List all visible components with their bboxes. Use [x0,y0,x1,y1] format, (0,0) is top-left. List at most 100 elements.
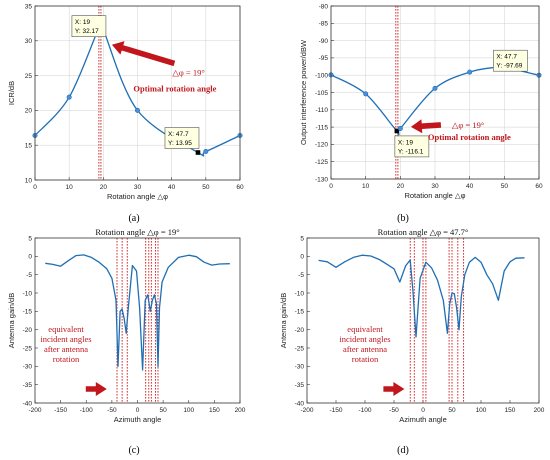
y-tick-label: -125 [315,159,328,166]
y-tick-label: 5 [28,235,32,242]
x-axis-label: Rotation angle △φ [107,192,168,201]
caption-b: (b) [397,213,409,224]
x-tick-label: 40 [466,183,474,190]
y-tick-label: -40 [23,400,33,407]
y-tick-label: -10 [23,290,33,297]
y-tick-label: -25 [295,345,305,352]
y-tick-label: -130 [315,176,328,183]
caption-a: (a) [128,213,139,224]
x-tick-label: -50 [389,407,399,414]
chart-title: Rotation angle △φ = 47.7° [378,227,469,237]
datatip-second-x: X: 47.7 [168,131,189,138]
y-tick-label: -10 [295,290,305,297]
x-tick-label: -100 [80,407,93,414]
x-tick-label: 0 [421,407,425,414]
datatip-min-box [394,135,430,158]
series-line [45,254,230,371]
y-tick-label: -5 [26,272,32,279]
y-axis-label: Output interference power/dBW [299,39,308,145]
y-tick-label: 15 [25,143,33,150]
y-tick-label: -15 [23,309,33,316]
annotation-line: after antenna [343,344,387,354]
annotation-line: equivalent [48,324,84,334]
y-tick-label: 35 [25,3,33,10]
annotation-delta: △φ = 19° [452,120,484,130]
x-tick-label: 10 [362,183,370,190]
data-point [135,107,141,113]
plot-border [330,5,540,180]
y-tick-label: -105 [315,90,328,97]
datatip-min-x: X: 19 [398,139,414,146]
x-tick-label: 60 [236,184,244,191]
y-tick-label: -80 [319,3,329,10]
y-tick-label: 5 [300,235,304,242]
x-tick-label: -50 [107,407,117,414]
y-tick-label: -35 [295,382,305,389]
x-tick-label: -200 [300,407,313,414]
data-point [363,91,369,97]
datatip-max-x: X: 47.7 [496,54,517,61]
x-tick-label: 50 [501,183,509,190]
highlight-point [195,150,201,155]
annotation-arrow [383,382,405,396]
series-line [34,17,241,157]
datatip-second-y: Y: 13.95 [168,140,192,147]
y-tick-label: -30 [23,364,33,371]
plot-border [306,237,540,404]
y-tick-label: 30 [25,38,33,45]
data-point [66,94,72,100]
y-tick-label: -115 [315,124,328,131]
x-tick-label: 50 [448,407,456,414]
plot-border [34,237,241,404]
datatip-second-box [164,127,200,149]
y-tick-label: 0 [300,254,304,261]
x-axis-label: Azimuth angle [399,415,447,424]
caption-c: (c) [128,445,139,456]
y-tick-label: 20 [25,108,33,115]
plot-border [34,5,241,181]
x-tick-label: 40 [168,184,176,191]
y-tick-label: -30 [295,364,305,371]
chart-c: -200 -150 -100 -50 0 50 100 150 20050-5-10-15-20… [7,227,246,424]
annotation-label: Optimal rotation angle [133,83,216,93]
annotation-line: rotation [53,354,80,364]
x-tick-label: 150 [209,407,220,414]
y-tick-label: -20 [295,327,305,334]
annotation-line: rotation [352,354,379,364]
series-line [318,254,525,338]
x-tick-label: 60 [535,183,543,190]
y-tick-label: -85 [319,21,329,28]
datatip-min-y: Y: -116.1 [398,148,424,155]
x-tick-label: 200 [534,407,545,414]
data-point [432,85,438,91]
x-tick-label: 0 [329,183,333,190]
y-tick-label: 10 [25,177,33,184]
chart-b: 0 10 20 30 40 50 60 -80 -85 -90 -95 -100 -105 -110 -11… [299,3,543,200]
data-point [203,148,209,154]
x-tick-label: 20 [100,184,108,191]
annotation-arrow [85,382,107,396]
y-axis-label: Antenna gain/dB [7,293,16,348]
annotation-arrow [111,41,176,67]
x-tick-label: 50 [160,407,168,414]
annotation-line: incident angles [339,334,390,344]
y-tick-label: -120 [315,142,328,149]
y-tick-label: -95 [319,55,329,62]
x-tick-label: -150 [54,407,67,414]
datatip-peak-x: X: 19 [75,19,91,26]
y-tick-label: 25 [25,73,33,80]
y-tick-label: -25 [23,345,33,352]
y-tick-label: -20 [23,327,33,334]
y-tick-label: -35 [23,382,33,389]
x-tick-label: 150 [505,407,516,414]
y-tick-label: -15 [295,309,305,316]
datatip-peak-box [71,15,107,37]
datatip-max-y: Y: -97.69 [496,63,522,70]
datatip-peak-y: Y: 32.17 [75,28,99,35]
plot-area [35,238,240,403]
y-tick-label: -90 [319,38,329,45]
x-tick-label: -150 [329,407,342,414]
x-tick-label: 200 [235,407,246,414]
